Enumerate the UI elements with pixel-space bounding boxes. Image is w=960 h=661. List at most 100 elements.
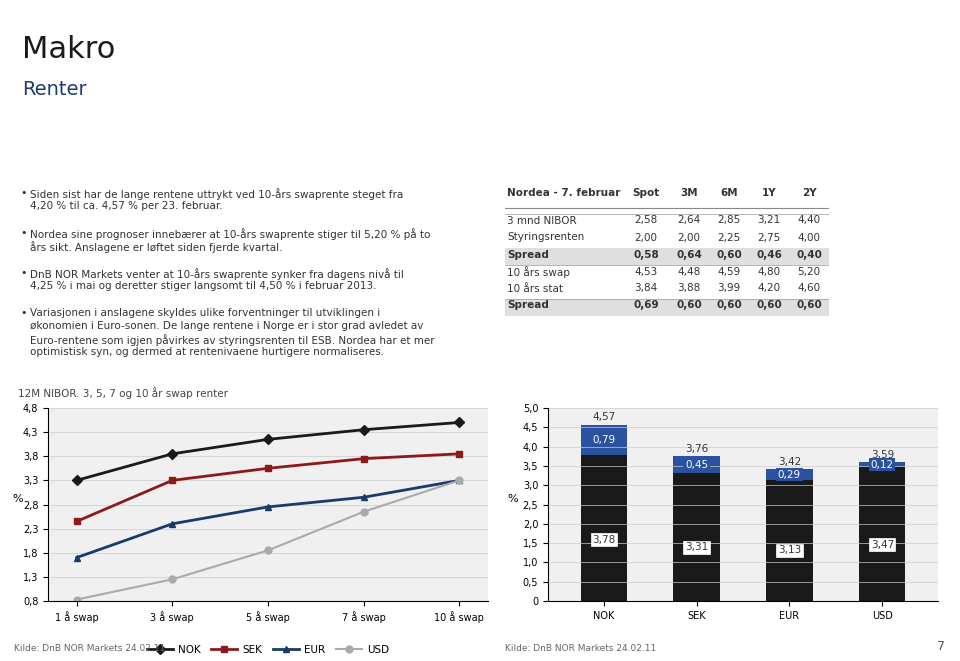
Text: Kilde: DnB NOR Markets 24.02.11: Kilde: DnB NOR Markets 24.02.11 [14,644,165,653]
USD [262,547,274,555]
Text: års sikt. Anslagene er løftet siden fjerde kvartal.: års sikt. Anslagene er løftet siden fjer… [30,241,282,253]
Text: 0,60: 0,60 [676,301,702,311]
Line: USD: USD [73,477,463,603]
SEK [453,450,465,458]
Text: 4,48: 4,48 [678,266,701,276]
Line: SEK: SEK [73,450,463,525]
Y-axis label: %: % [508,494,518,504]
Text: 4,40: 4,40 [798,215,821,225]
Text: Euro-rentene som igjen påvirkes av styringsrenten til ESB. Nordea har et mer: Euro-rentene som igjen påvirkes av styri… [30,334,435,346]
Text: 12M NIBOR. 3, 5, 7 og 10 år swap renter: 12M NIBOR. 3, 5, 7 og 10 år swap renter [18,387,228,399]
Bar [581,424,627,455]
NOK [262,436,274,444]
Text: 0,64: 0,64 [676,249,702,260]
Text: 6M: 6M [720,188,738,198]
Bar [766,469,813,480]
Bar [859,463,905,467]
Text: 0,40: 0,40 [796,249,822,260]
NOK [167,450,179,458]
Text: 3,84: 3,84 [635,284,658,293]
Y-axis label: %: % [12,494,22,504]
Line: EUR: EUR [73,477,463,561]
Text: 0,46: 0,46 [756,249,782,260]
Text: 3,47: 3,47 [871,540,894,550]
Text: 2,00: 2,00 [635,233,658,243]
Text: Spread: Spread [507,249,549,260]
Text: 3,76: 3,76 [684,444,708,453]
SEK [71,518,83,525]
Text: 0,60: 0,60 [756,301,781,311]
Text: Spread: Spread [507,301,549,311]
Text: 2,58: 2,58 [635,215,658,225]
Bar [505,299,829,315]
Text: 0,60: 0,60 [716,249,742,260]
Text: Renter: Renter [22,80,86,99]
Text: 0,60: 0,60 [796,301,822,311]
Bar [673,456,720,473]
Legend: NOK, SEK, EUR, USD: NOK, SEK, EUR, USD [143,641,394,659]
Text: Makro: Makro [22,35,115,64]
SEK [358,455,370,463]
Text: Variasjonen i anslagene skyldes ulike forventninger til utviklingen i: Variasjonen i anslagene skyldes ulike fo… [30,308,380,318]
EUR [358,493,370,501]
NOK [358,426,370,434]
Text: 2,64: 2,64 [678,215,701,225]
Text: 4,25 % i mai og deretter stiger langsomt til 4,50 % i februar 2013.: 4,25 % i mai og deretter stiger langsomt… [30,281,376,291]
Text: Kilde: DnB NOR Markets 24.02.11: Kilde: DnB NOR Markets 24.02.11 [505,644,657,653]
Text: Stadig sprikende forventninger til de lange rentene: Stadig sprikende forventninger til de la… [18,132,381,145]
Text: Nordea - 7. februar: Nordea - 7. februar [507,188,620,198]
Text: 4,60: 4,60 [798,284,821,293]
Text: DnB NOR Markets venter at 10-års swaprente synker fra dagens nivå til: DnB NOR Markets venter at 10-års swapren… [30,268,404,280]
Text: Swap- og pengemarkedsrenter: Swap- og pengemarkedsrenter [18,362,235,375]
EUR [262,503,274,511]
Text: 0,29: 0,29 [778,469,801,480]
EUR [167,520,179,527]
Text: Siden sist har de lange rentene uttrykt ved 10-års swaprente steget fra: Siden sist har de lange rentene uttrykt … [30,188,403,200]
Text: •: • [20,308,27,318]
Text: 4,80: 4,80 [757,266,780,276]
Text: 3,13: 3,13 [778,545,801,555]
NOK [453,418,465,426]
Text: 3,88: 3,88 [678,284,701,293]
Bar [859,467,905,601]
Bar [673,473,720,601]
Text: 4,57: 4,57 [592,412,615,422]
Text: 0,12: 0,12 [871,460,894,470]
Text: 3M: 3M [681,188,698,198]
Text: 2,25: 2,25 [717,233,740,243]
Text: 3,59: 3,59 [871,450,894,460]
Text: 0,79: 0,79 [592,435,615,445]
USD [167,575,179,583]
Text: 0,69: 0,69 [634,301,659,311]
Text: 3,42: 3,42 [778,457,801,467]
Text: 2,75: 2,75 [757,233,780,243]
Text: Nordea sine renteprognoser per 7. februar 2011: Nordea sine renteprognoser per 7. februa… [510,132,851,145]
Text: 7: 7 [937,640,945,653]
Text: 3 mnd NIBOR: 3 mnd NIBOR [507,215,577,225]
Text: 0,45: 0,45 [685,459,708,469]
Text: •: • [20,188,27,198]
Text: 3,99: 3,99 [717,284,740,293]
Text: •: • [20,228,27,238]
Bar [581,455,627,601]
Text: 0,60: 0,60 [716,301,742,311]
SEK [167,477,179,485]
Text: 3,21: 3,21 [757,215,780,225]
Text: 4,20 % til ca. 4,57 % per 23. februar.: 4,20 % til ca. 4,57 % per 23. februar. [30,201,223,211]
Text: 4,53: 4,53 [635,266,658,276]
Text: 0,58: 0,58 [634,249,659,260]
Text: 10 års stat: 10 års stat [507,284,563,293]
Bar [766,480,813,601]
Text: 4,59: 4,59 [717,266,740,276]
Text: Spread – 10 års swaprente vs.10 års statsobligasjon: Spread – 10 års swaprente vs.10 års stat… [510,362,876,376]
Text: 4,00: 4,00 [798,233,821,243]
NOK [71,477,83,485]
Text: 3,31: 3,31 [684,542,708,553]
EUR [453,477,465,485]
USD [71,596,83,603]
Text: 2Y: 2Y [802,188,816,198]
Bar [505,247,829,264]
SEK [262,464,274,472]
Text: Nordea sine prognoser innebærer at 10-års swaprente stiger til 5,20 % på to: Nordea sine prognoser innebærer at 10-år… [30,228,430,240]
Text: Spot: Spot [633,188,660,198]
